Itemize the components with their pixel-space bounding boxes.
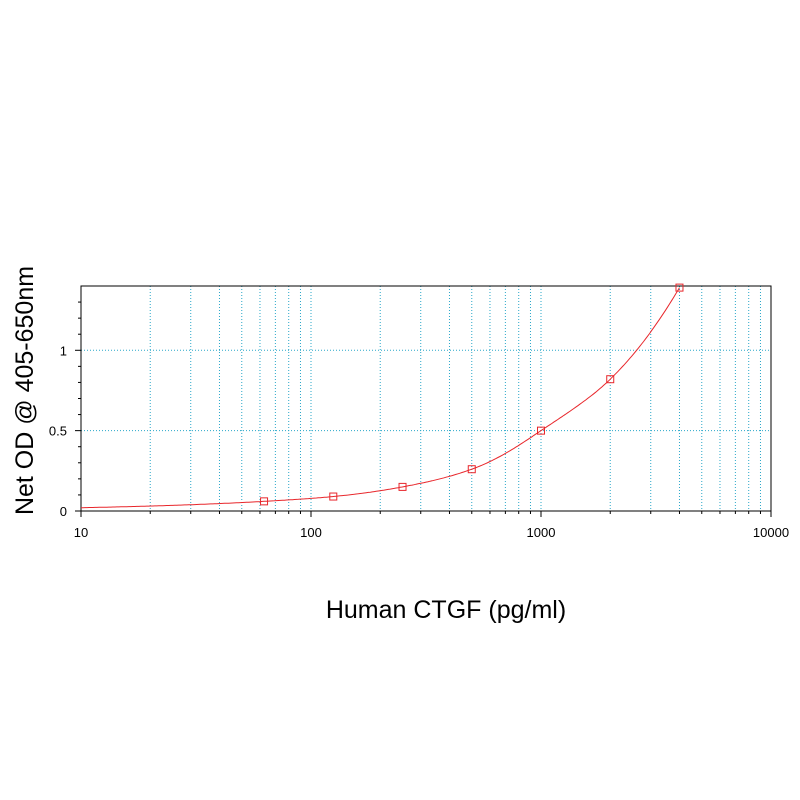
data-point [329, 492, 338, 501]
y-tick-label: 0 [60, 504, 67, 519]
x-tick-label: 1000 [527, 525, 556, 540]
grid-lines [81, 286, 771, 511]
data-markers [260, 283, 684, 506]
axis-ticks: 10 100 1000 10000 0 0.5 1 [49, 301, 789, 540]
data-point [675, 283, 684, 292]
fit-curve [81, 287, 680, 509]
x-tick-label: 10000 [753, 525, 789, 540]
y-tick-label: 0.5 [49, 424, 67, 439]
data-point [467, 465, 476, 474]
plot-frame [80, 285, 772, 512]
data-point [260, 497, 269, 506]
x-tick-label: 10 [74, 525, 88, 540]
y-tick-label: 1 [60, 343, 67, 358]
fit-curve-group [81, 287, 680, 509]
x-axis-title: Human CTGF (pg/ml) [326, 596, 566, 624]
y-axis-title: Net OD @ 405-650nm [11, 266, 39, 515]
data-point [398, 482, 407, 491]
data-point [537, 426, 545, 435]
data-point [606, 375, 615, 384]
x-tick-label: 100 [300, 525, 322, 540]
